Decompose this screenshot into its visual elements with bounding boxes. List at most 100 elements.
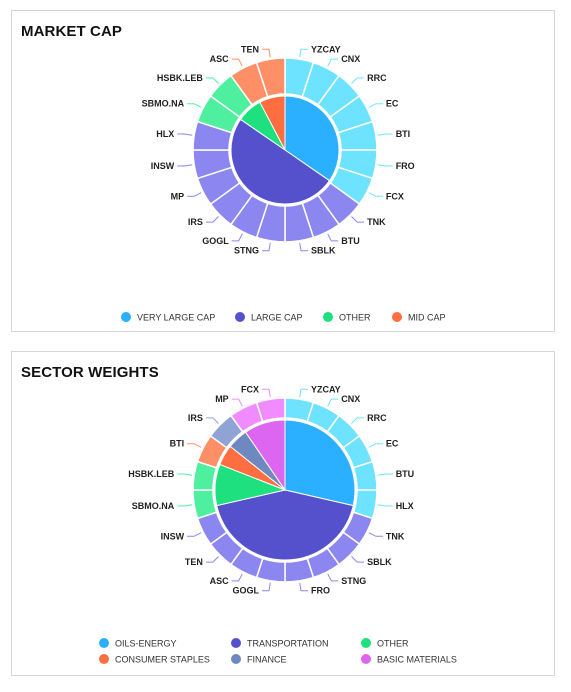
sector-legend-label-basic-materials: BASIC MATERIALS: [377, 655, 457, 665]
market-cap-title: MARKET CAP: [21, 23, 122, 40]
market-cap-slice-label-insw: INSW: [151, 161, 175, 171]
sector-leader-line-btu: [377, 473, 393, 476]
market-cap-slice-label-irs: IRS: [188, 217, 203, 227]
sector-legend-item-transportation[interactable]: TRANSPORTATION: [231, 638, 329, 649]
sector-inner-slice-oils-energy[interactable]: [284, 419, 356, 507]
market-cap-slice-label-hsbk-leb: HSBK.LEB: [157, 73, 204, 83]
sector-slice-label-hlx: HLX: [396, 501, 414, 511]
sector-leader-line-bti: [187, 443, 202, 448]
sector-slice-label-sblk: SBLK: [367, 557, 392, 567]
market-cap-slice-label-mp: MP: [171, 191, 185, 201]
sector-leader-line-gogl: [262, 582, 271, 592]
market-cap-card: MARKET CAP YZCAY CNX RRC EC BTI FRO FCX TNK BTU S…: [11, 10, 555, 332]
sector-slice-label-ec: EC: [386, 439, 399, 449]
sector-slice-label-irs: IRS: [188, 413, 203, 423]
market-cap-slice-label-fro: FRO: [396, 161, 415, 171]
sector-outer-slice-fro[interactable]: [284, 557, 315, 583]
market-cap-leader-line-asc: [231, 58, 243, 67]
sector-leader-line-stng: [327, 573, 339, 582]
market-cap-slice-label-stng: STNG: [234, 246, 259, 256]
sector-inner-slice-transportation[interactable]: [216, 489, 354, 561]
sector-weights-title: SECTOR WEIGHTS: [21, 364, 159, 381]
sector-legend-marker-other: [361, 638, 371, 648]
market-cap-legend-marker-large-cap: [235, 312, 245, 322]
sector-leader-line-ten: [205, 556, 219, 563]
sector-outer-slice-btu[interactable]: [352, 460, 378, 491]
sector-slice-label-fcx: FCX: [241, 384, 259, 394]
market-cap-legend-item-large-cap[interactable]: LARGE CAP: [235, 312, 303, 323]
market-cap-legend-label-very-large-cap: VERY LARGE CAP: [137, 313, 215, 323]
sector-legend-item-oils-energy[interactable]: OILS-ENERGY: [99, 638, 177, 649]
sector-leader-line-sblk: [351, 556, 365, 563]
sector-outer-slice-fcx[interactable]: [255, 397, 286, 423]
sector-legend-item-consumer-staples[interactable]: CONSUMER STAPLES: [99, 654, 210, 665]
sector-legend-label-oils-energy: OILS-ENERGY: [115, 639, 177, 649]
market-cap-slice-label-asc: ASC: [210, 54, 230, 64]
sector-legend-marker-basic-materials: [361, 654, 371, 664]
market-cap-leader-line-bti: [377, 133, 393, 136]
market-cap-legend-marker-very-large-cap: [121, 312, 131, 322]
market-cap-leader-line-btu: [327, 233, 339, 242]
market-cap-legend-item-very-large-cap[interactable]: VERY LARGE CAP: [121, 312, 215, 323]
sector-legend-item-other[interactable]: OTHER: [361, 638, 409, 649]
sector-leader-line-tnk: [368, 532, 383, 537]
sector-weights-card: SECTOR WEIGHTS YZCAY CNX RRC EC BTU HLX TNK SBL…: [11, 351, 555, 676]
market-cap-leader-line-hsbk-leb: [205, 77, 219, 84]
market-cap-leader-line-cnx: [327, 58, 339, 67]
sector-slice-label-sbmo-na: SBMO.NA: [132, 501, 175, 511]
sector-slice-label-bti: BTI: [170, 439, 185, 449]
sector-leader-line-insw: [187, 532, 202, 537]
market-cap-leader-line-ec: [368, 103, 383, 108]
market-cap-slice-label-tnk: TNK: [367, 217, 386, 227]
sector-slice-label-gogl: GOGL: [233, 586, 260, 596]
market-cap-slice-label-fcx: FCX: [386, 191, 404, 201]
sector-legend-item-basic-materials[interactable]: BASIC MATERIALS: [361, 654, 457, 665]
market-cap-legend-item-mid-cap[interactable]: MID CAP: [392, 312, 446, 323]
market-cap-outer-slice-ten[interactable]: [255, 57, 286, 98]
sector-outer-slice-sbmo-na[interactable]: [192, 489, 218, 520]
sector-slice-label-tnk: TNK: [386, 531, 405, 541]
sector-slice-label-stng: STNG: [341, 576, 366, 586]
market-cap-slice-label-ten: TEN: [241, 44, 259, 54]
sector-legend-label-finance: FINANCE: [247, 655, 287, 665]
sector-leader-line-fcx: [262, 388, 271, 398]
sector-slice-label-btu: BTU: [396, 469, 415, 479]
sector-leader-line-irs: [205, 417, 219, 424]
sector-legend-item-finance[interactable]: FINANCE: [231, 654, 287, 665]
sector-leader-line-ec: [368, 443, 383, 448]
sector-inner-slice-basic-materials[interactable]: [244, 419, 286, 492]
sector-slice-label-hsbk-leb: HSBK.LEB: [128, 469, 175, 479]
market-cap-leader-line-rrc: [351, 77, 365, 84]
market-cap-leader-line-sbmo-na: [187, 103, 202, 108]
sector-leader-line-hlx: [377, 504, 393, 507]
sector-legend-marker-transportation: [231, 638, 241, 648]
sector-leader-line-rrc: [351, 417, 365, 424]
market-cap-inner-slice-very-large-cap[interactable]: [284, 95, 340, 182]
market-cap-legend-item-other[interactable]: OTHER: [323, 312, 371, 323]
sector-legend-marker-consumer-staples: [99, 654, 109, 664]
sector-slice-label-ten: TEN: [185, 557, 203, 567]
market-cap-slice-label-ec: EC: [386, 99, 399, 109]
market-cap-leader-line-insw: [177, 164, 193, 167]
sector-slice-label-cnx: CNX: [341, 394, 360, 404]
market-cap-leader-line-tnk: [351, 216, 365, 223]
market-cap-leader-line-sblk: [299, 242, 308, 252]
market-cap-leader-line-mp: [187, 192, 202, 197]
market-cap-leader-line-fro: [377, 164, 393, 167]
market-cap-leader-line-hlx: [177, 133, 193, 136]
market-cap-inner-slice-large-cap[interactable]: [230, 118, 331, 205]
market-cap-slice-label-rrc: RRC: [367, 73, 387, 83]
sector-leader-line-cnx: [327, 398, 339, 407]
market-cap-slice-label-btu: BTU: [341, 236, 360, 246]
sector-slice-label-mp: MP: [215, 394, 229, 404]
market-cap-leader-line-fcx: [368, 192, 383, 197]
sector-leader-line-sbmo-na: [177, 504, 193, 507]
market-cap-slice-label-bti: BTI: [396, 129, 411, 139]
market-cap-legend-label-other: OTHER: [339, 313, 371, 323]
market-cap-inner-slice-mid-cap[interactable]: [259, 95, 286, 151]
market-cap-slice-label-hlx: HLX: [156, 129, 174, 139]
market-cap-leader-line-gogl: [231, 233, 243, 242]
sector-leader-line-mp: [231, 398, 243, 407]
sector-slice-label-rrc: RRC: [367, 413, 387, 423]
